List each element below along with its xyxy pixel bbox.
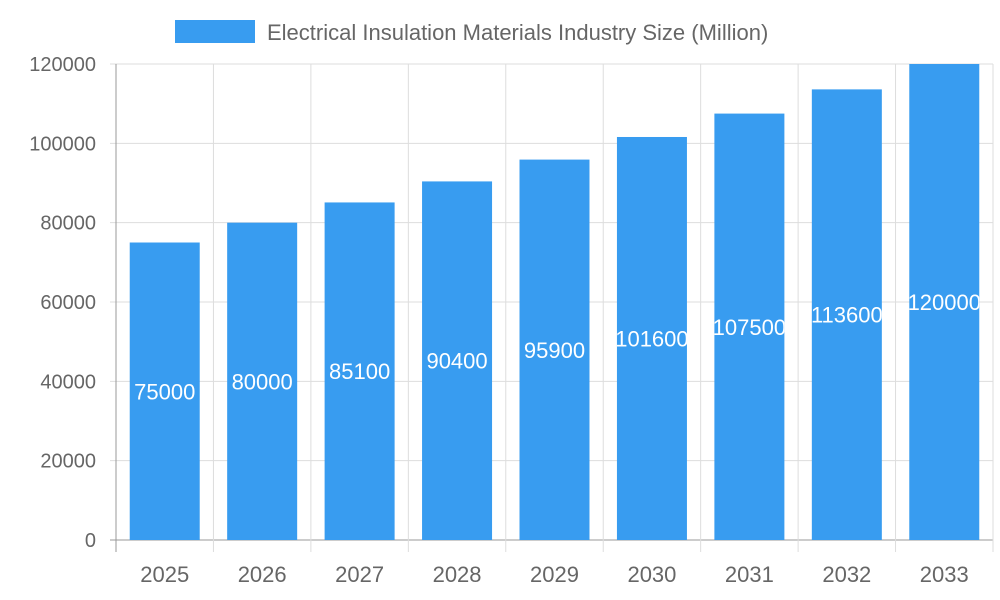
x-tick-label: 2033 xyxy=(920,562,969,587)
data-label: 120000 xyxy=(908,290,981,315)
y-tick-label: 100000 xyxy=(29,133,96,155)
x-tick-label: 2027 xyxy=(335,562,384,587)
y-tick-label: 20000 xyxy=(40,451,96,473)
x-tick-label: 2025 xyxy=(140,562,189,587)
data-label: 95900 xyxy=(524,338,585,363)
y-tick-label: 0 xyxy=(85,530,96,552)
x-tick-label: 2026 xyxy=(238,562,287,587)
y-tick-label: 40000 xyxy=(40,371,96,393)
data-label: 107500 xyxy=(713,315,786,340)
legend-swatch xyxy=(175,20,255,43)
data-label: 101600 xyxy=(615,326,688,351)
bar xyxy=(519,159,590,540)
x-tick-label: 2029 xyxy=(530,562,579,587)
data-label: 85100 xyxy=(329,359,390,384)
data-label: 75000 xyxy=(134,379,195,404)
bar xyxy=(227,222,298,540)
data-label: 80000 xyxy=(232,369,293,394)
y-tick-label: 120000 xyxy=(29,54,96,76)
data-label: 113600 xyxy=(811,303,883,328)
legend-label: Electrical Insulation Materials Industry… xyxy=(267,20,768,45)
bar xyxy=(909,64,980,540)
bar xyxy=(129,242,200,540)
bar xyxy=(811,89,882,541)
x-tick-label: 2028 xyxy=(433,562,482,587)
x-tick-label: 2031 xyxy=(725,562,774,587)
bar xyxy=(616,136,687,540)
y-tick-label: 60000 xyxy=(40,292,96,314)
bar xyxy=(324,202,395,541)
bar xyxy=(714,113,785,540)
y-tick-label: 80000 xyxy=(40,213,96,235)
x-tick-label: 2030 xyxy=(627,562,676,587)
x-tick-label: 2032 xyxy=(822,562,871,587)
bar xyxy=(422,181,493,540)
data-label: 90400 xyxy=(426,349,487,374)
